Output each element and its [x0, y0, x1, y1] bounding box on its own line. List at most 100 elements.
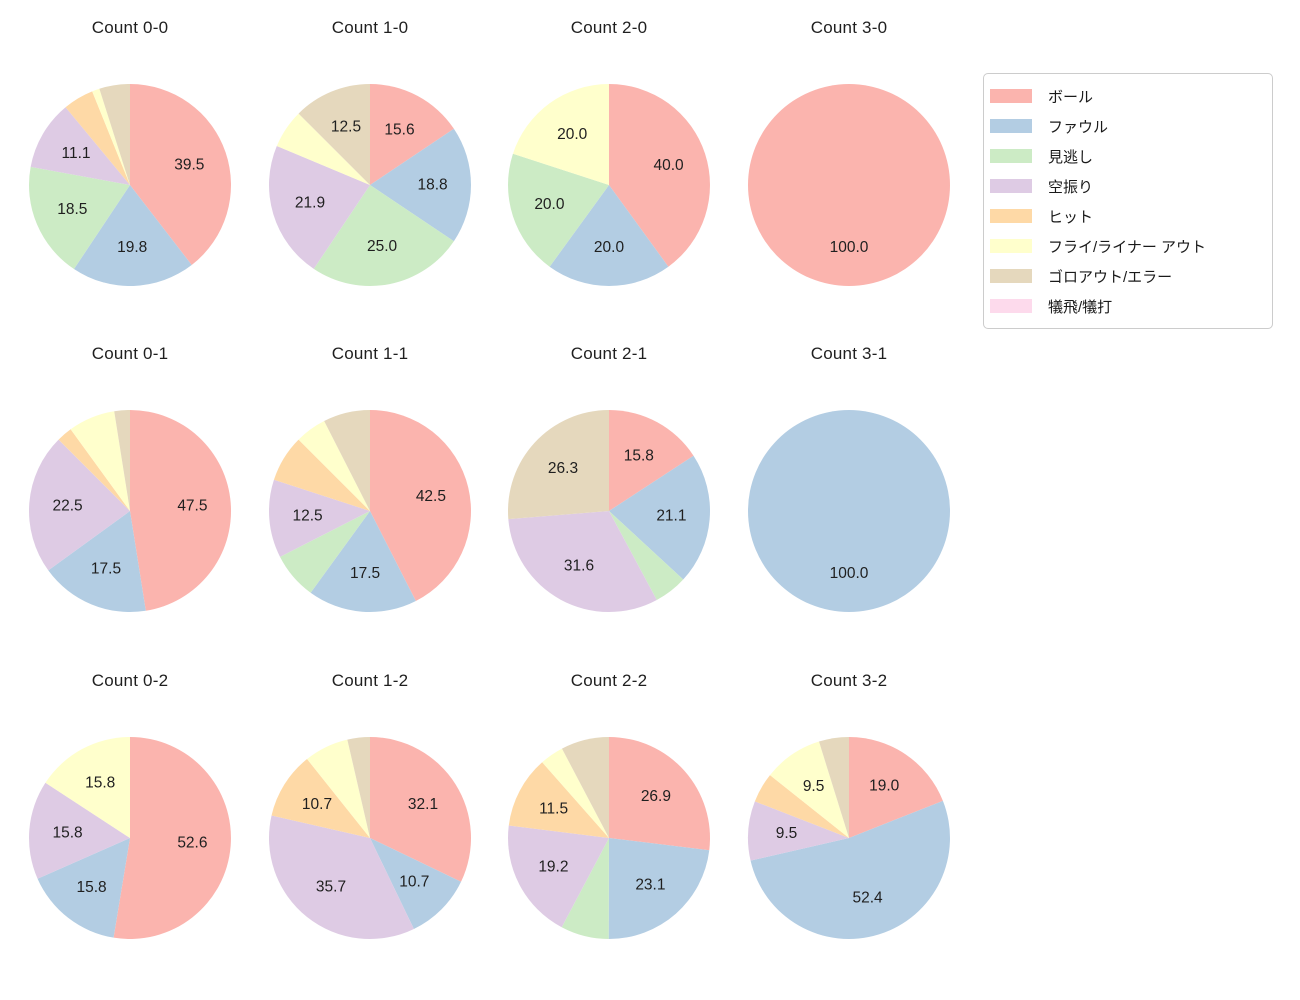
pie-slice: [276, 113, 370, 185]
pie-slice: [99, 84, 130, 185]
legend-color-swatch: [990, 89, 1032, 103]
pie-slice: [748, 84, 950, 286]
legend-item-label: ファウル: [1048, 118, 1109, 136]
pie-slice: [280, 511, 370, 593]
pie-slice-percentage-label: 39.5: [174, 156, 204, 173]
pie-chart: 26.9 23.1 19.2 11.5: [508, 737, 710, 940]
pie-slice: [65, 91, 130, 185]
pie-slice-percentage-label: 15.8: [53, 824, 83, 841]
pie-slice: [73, 185, 192, 287]
chart-title: Count 2-2: [570, 671, 648, 690]
chart-title: Count 0-1: [91, 344, 169, 363]
pie-slice: [754, 775, 849, 838]
pie-slice: [130, 410, 232, 611]
pie-slice: [608, 838, 710, 940]
legend-color-swatch: [990, 179, 1032, 193]
pie-chart: 100.0: [748, 84, 950, 286]
pie-chart-cell: Count 1-0 15.6 18.8 25.0 21.9 12.5: [250, 0, 490, 326]
pie-slice: [268, 479, 370, 557]
pie-chart: 19.0 52.4 9.5 9.5: [747, 737, 950, 939]
legend-item-label: フライ/ライナー アウト: [1048, 238, 1207, 256]
pie-slice-percentage-label: 100.0: [830, 239, 869, 256]
pie-slice-percentage-label: 19.2: [538, 858, 568, 875]
pie-slice: [370, 838, 462, 929]
pie-chart: 40.0 20.0 20.0 20.0: [507, 83, 711, 287]
pie-slice: [307, 739, 370, 838]
legend-item-label: ゴロアウト/エラー: [1048, 268, 1173, 286]
pie-slice: [273, 439, 370, 511]
pie-slice-percentage-label: 11.5: [539, 800, 568, 817]
legend-item: ファウル: [990, 111, 1268, 141]
legend-color-swatch: [990, 119, 1032, 133]
pie-slice: [819, 737, 849, 838]
pie-slice: [28, 439, 131, 571]
pie-chart-cell: Count 2-2 26.9 23.1 19.2 11.5: [489, 653, 729, 979]
pie-slice: [269, 146, 370, 269]
pie-slice: [29, 166, 130, 270]
pie-slice: [747, 801, 849, 861]
pie-slice-percentage-label: 26.9: [641, 788, 671, 805]
pie-chart: 52.6 15.8 15.8 15.8: [28, 737, 231, 939]
pie-slice-percentage-label: 19.0: [869, 778, 900, 795]
pie-slice-percentage-label: 10.7: [302, 796, 332, 813]
pie-slice-percentage-label: 21.1: [656, 508, 686, 525]
pie-slice: [28, 782, 130, 879]
legend-color-swatch: [990, 209, 1032, 223]
pie-slice: [70, 411, 130, 511]
chart-title: Count 0-2: [91, 671, 169, 690]
chart-title: Count 2-1: [570, 344, 648, 363]
legend-color-swatch: [990, 149, 1032, 163]
pie-slice-percentage-label: 20.0: [557, 126, 588, 143]
pie-slice-percentage-label: 25.0: [367, 238, 398, 255]
pie-slice: [130, 84, 232, 265]
pie-slice: [370, 84, 454, 185]
pie-slice: [114, 410, 130, 511]
pie-slice: [542, 748, 609, 838]
pie-slice-percentage-label: 15.8: [624, 447, 654, 464]
pie-slice-percentage-label: 23.1: [635, 876, 665, 893]
legend-item: 見逃し: [990, 141, 1268, 171]
pie-slice-percentage-label: 15.6: [384, 121, 414, 138]
pie-chart-cell: Count 3-0 100.0: [729, 0, 969, 326]
pie-slice: [347, 737, 370, 838]
pie-slice-percentage-label: 47.5: [177, 498, 207, 515]
pie-slice-percentage-label: 100.0: [830, 565, 869, 582]
pie-chart-cell: Count 3-1 100.0: [729, 326, 969, 652]
legend-item: 犠飛/犠打: [990, 291, 1268, 321]
legend-item: ゴロアウト/エラー: [990, 261, 1268, 291]
pie-chart: 39.5 19.8 18.5 11.1: [29, 84, 232, 287]
legend-item: ボール: [990, 81, 1268, 111]
pie-slice: [769, 741, 849, 838]
pie-slice-percentage-label: 52.6: [177, 835, 207, 852]
pie-slice-percentage-label: 9.5: [803, 778, 825, 795]
pie-slice-percentage-label: 18.5: [57, 201, 87, 218]
legend-item-label: ボール: [1048, 88, 1094, 106]
pie-slice-percentage-label: 17.5: [350, 565, 380, 582]
legend-item-label: 犠飛/犠打: [1048, 298, 1113, 316]
pie-slice: [512, 83, 609, 185]
pie-slice: [508, 511, 657, 613]
pie-slice: [370, 737, 472, 882]
pie-slice-percentage-label: 19.8: [117, 239, 147, 256]
chart-title: Count 1-2: [331, 671, 409, 690]
pie-chart-cell: Count 0-2 52.6 15.8 15.8 15.8: [10, 653, 250, 979]
pie-slice: [750, 800, 950, 939]
pie-slice-percentage-label: 11.1: [61, 145, 90, 162]
pie-slice-percentage-label: 22.5: [53, 498, 83, 515]
pie-chart: 15.8 21.1 31.6 26.3: [507, 410, 711, 613]
legend-item-label: ヒット: [1048, 208, 1094, 226]
pie-slice: [849, 737, 943, 838]
pie-slice: [609, 410, 694, 511]
legend-item: ヒット: [990, 201, 1268, 231]
pie-slice-percentage-label: 17.5: [91, 560, 121, 577]
pie-slice-percentage-label: 52.4: [853, 889, 884, 906]
pie-chart-cell: Count 3-2 19.0 52.4 9.5 9.5: [729, 653, 969, 979]
pie-slice: [48, 511, 146, 613]
pie-slice: [58, 429, 130, 511]
pie-slice-percentage-label: 26.3: [548, 460, 578, 477]
pie-slice: [113, 737, 231, 939]
legend: ボール ファウル 見逃し 空振り ヒット フライ/ライナー アウト ゴロアウト/エラー 犠飛/…: [983, 73, 1273, 329]
pie-chart: 100.0: [748, 410, 950, 612]
chart-title: Count 0-0: [91, 18, 169, 37]
